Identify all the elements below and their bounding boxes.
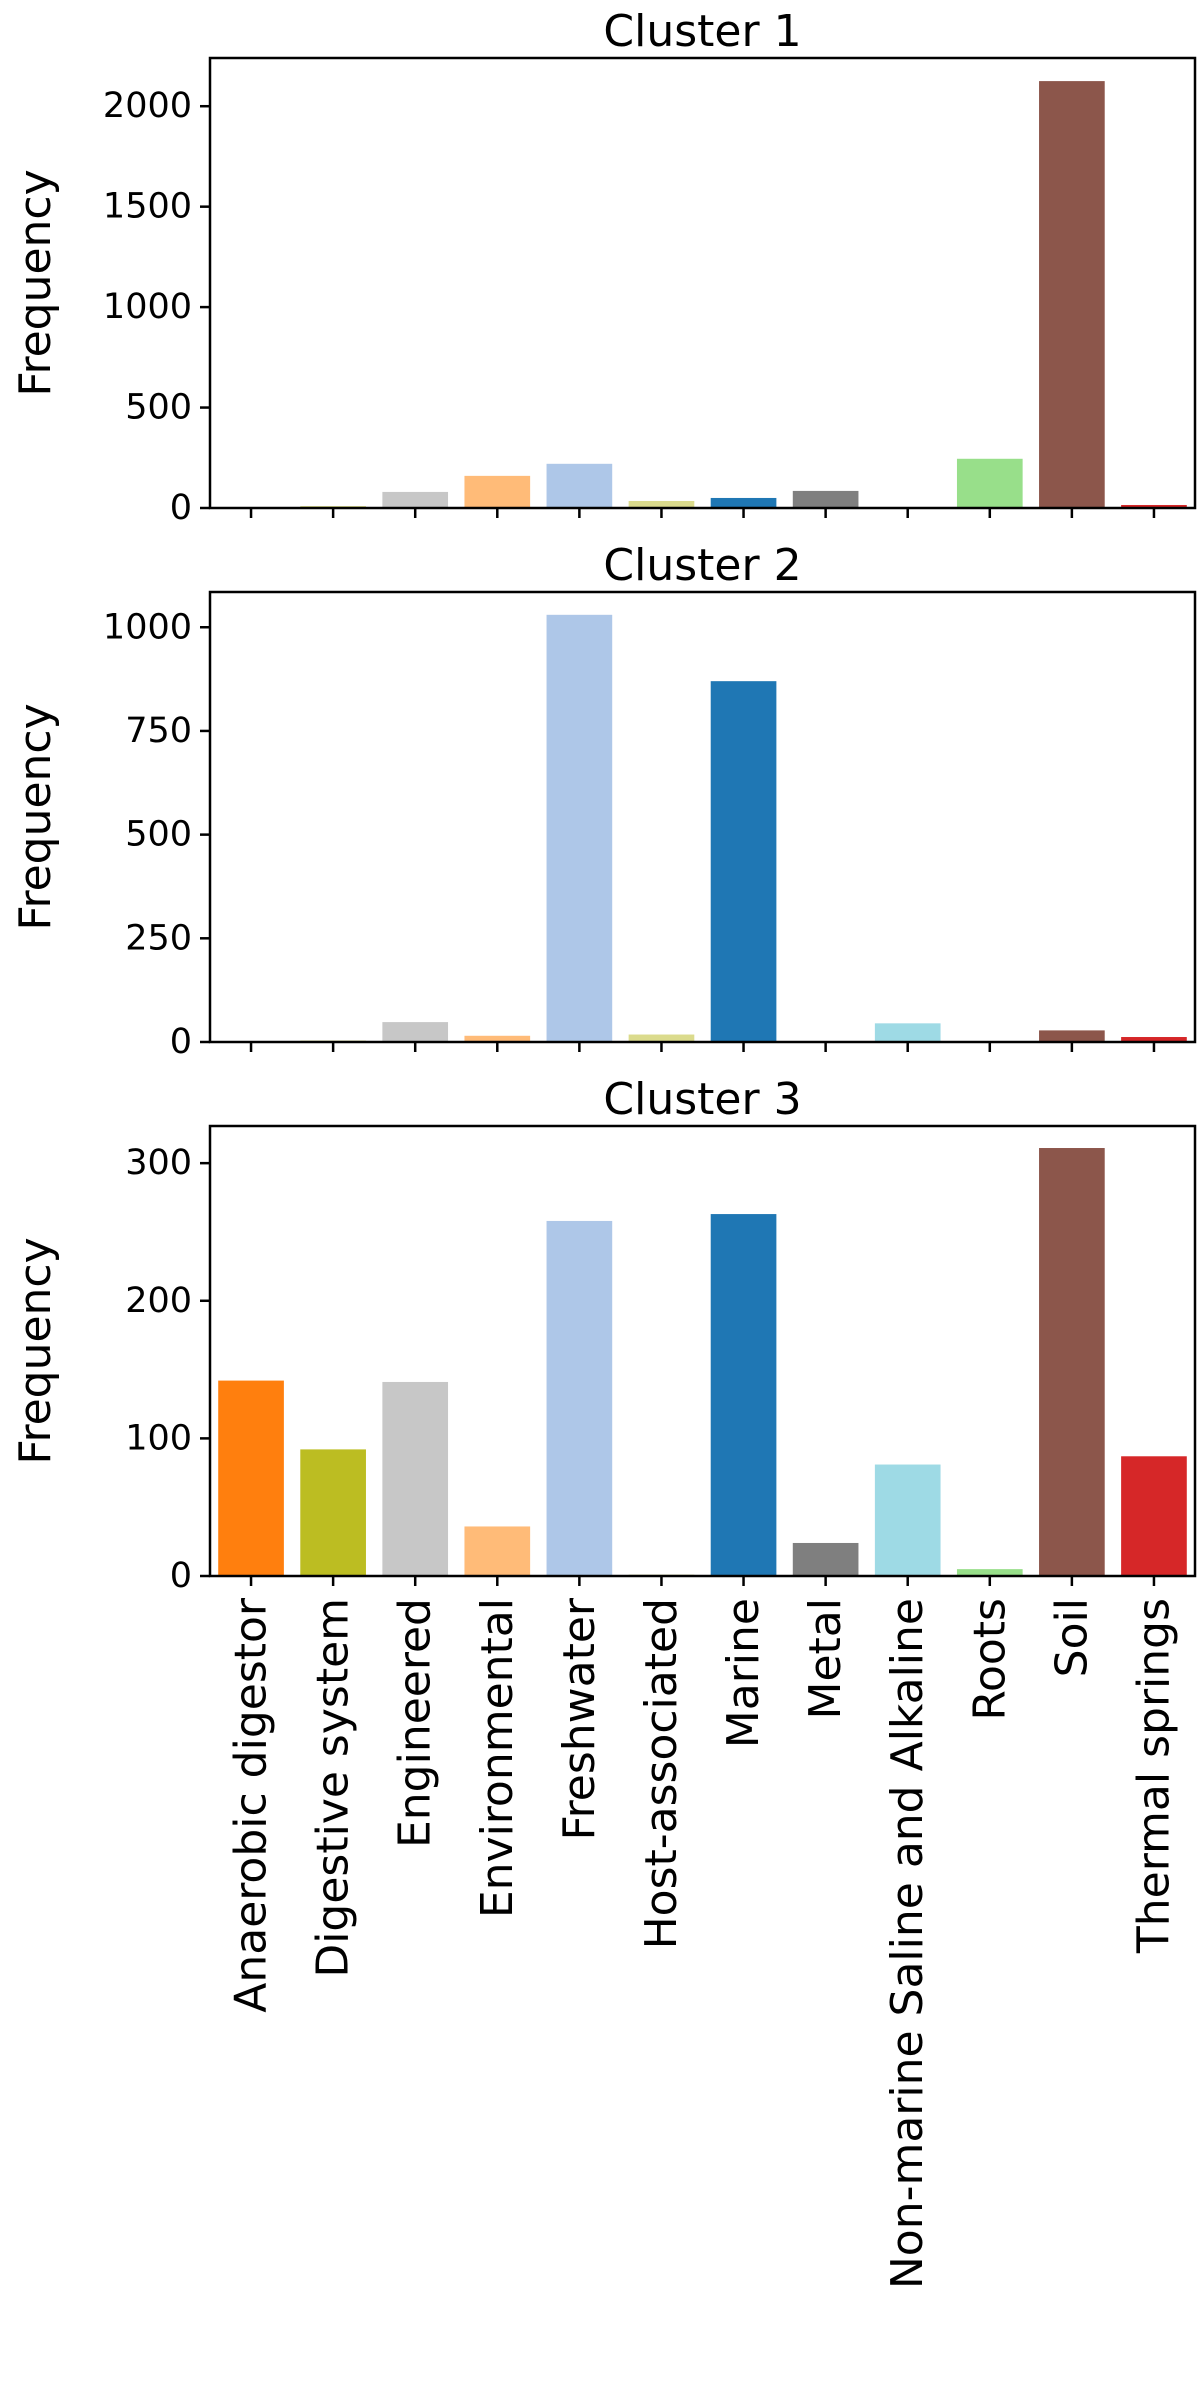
bar-marine xyxy=(710,681,777,1042)
bar-metal xyxy=(792,490,859,508)
axes-frame xyxy=(208,1124,1197,1578)
y-tick-label: 0 xyxy=(170,1022,192,1062)
y-tick-label: 500 xyxy=(125,388,192,428)
bar-freshwater xyxy=(546,463,613,508)
x-tick-label-soil: Soil xyxy=(1046,1598,1097,1677)
bar-environmental xyxy=(464,1035,531,1042)
y-tick-label: 200 xyxy=(125,1281,192,1321)
x-tick-label-thermal-springs: Thermal springs xyxy=(1128,1598,1179,1954)
x-tick-label-environmental: Environmental xyxy=(472,1598,523,1918)
panel-cluster-1: 0 500 1000 1500 2000 Frequency Cluster 1 xyxy=(10,6,1197,528)
panel-title: Cluster 2 xyxy=(603,540,801,591)
bar-soil xyxy=(1039,1148,1105,1576)
bar-marine xyxy=(710,497,777,508)
x-tick-label-roots: Roots xyxy=(964,1598,1015,1721)
x-tick-label-anaerobic-digestor: Anaerobic digestor xyxy=(226,1597,277,2013)
y-tick-label: 0 xyxy=(170,1556,192,1596)
y-tick-label: 0 xyxy=(170,488,192,528)
x-tick-label-host-associated: Host-associated xyxy=(636,1598,687,1949)
y-tick-label: 1000 xyxy=(103,287,192,327)
bar-anaerobic-digestor xyxy=(218,1380,284,1576)
bar-host-associated xyxy=(628,1034,695,1042)
y-tick-label: 1000 xyxy=(103,607,192,647)
bar-engineered xyxy=(382,1381,449,1576)
bar-roots xyxy=(956,458,1023,508)
bar-digestive-system xyxy=(300,1449,366,1576)
y-tick-label: 300 xyxy=(125,1143,192,1183)
x-tick-label-digestive-system: Digestive system xyxy=(308,1598,359,1978)
bar-host-associated xyxy=(628,500,695,508)
axes-frame xyxy=(208,56,1197,510)
x-tick-label-marine: Marine xyxy=(718,1598,769,1748)
bar-non-marine-saline-and-alkaline xyxy=(874,1023,941,1042)
y-axis-label: Frequency xyxy=(10,169,61,396)
bar-engineered xyxy=(382,491,449,508)
bar-environmental xyxy=(464,1526,531,1576)
y-axis-label: Frequency xyxy=(10,1237,61,1464)
axes-frame xyxy=(208,590,1197,1044)
bar-freshwater xyxy=(546,614,613,1042)
bar-thermal-springs xyxy=(1121,1456,1187,1576)
bar-engineered xyxy=(382,1022,449,1042)
bar-non-marine-saline-and-alkaline xyxy=(874,1464,941,1576)
bar-soil xyxy=(1039,81,1105,508)
panel-cluster-2: 0 250 500 750 1000 Frequency Cluster 2 xyxy=(10,540,1197,1062)
y-tick-label: 250 xyxy=(125,918,192,958)
bar-thermal-springs xyxy=(1121,504,1187,508)
panel-title: Cluster 3 xyxy=(603,1074,801,1125)
bar-environmental xyxy=(464,475,531,508)
bar-soil xyxy=(1039,1030,1105,1042)
bar-thermal-springs xyxy=(1121,1037,1187,1042)
x-tick-label-non-marine-saline-and-alkaline: Non-marine Saline and Alkaline xyxy=(882,1598,933,2289)
panel-cluster-3: 0 100 200 300 Frequency Cluster 3 Anaerobic di… xyxy=(10,1074,1197,2289)
x-tick-label-freshwater: Freshwater xyxy=(554,1597,605,1840)
bar-freshwater xyxy=(546,1220,613,1576)
y-tick-label: 750 xyxy=(125,711,192,751)
y-tick-label: 500 xyxy=(125,815,192,855)
x-tick-label-metal: Metal xyxy=(800,1598,851,1719)
panel-title: Cluster 1 xyxy=(603,6,801,57)
y-tick-label: 100 xyxy=(125,1418,192,1458)
y-tick-label: 2000 xyxy=(103,86,192,126)
bar-metal xyxy=(792,1542,859,1576)
x-tick-label-engineered: Engineered xyxy=(390,1598,441,1848)
y-tick-label: 1500 xyxy=(103,187,192,227)
bar-marine xyxy=(710,1214,777,1576)
bar-roots xyxy=(956,1569,1023,1576)
y-axis-label: Frequency xyxy=(10,703,61,930)
